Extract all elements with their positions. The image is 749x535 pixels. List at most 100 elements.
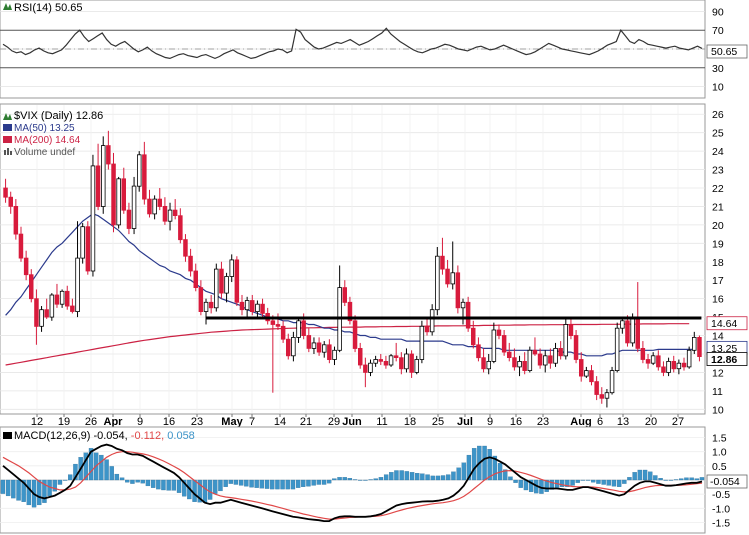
macd-histogram-bar — [0, 479, 6, 494]
candle-body-down — [301, 320, 306, 336]
macd-histogram-bar — [425, 474, 430, 481]
candle-body-down — [28, 274, 34, 300]
candle-body-up — [291, 336, 296, 357]
candle — [517, 355, 522, 377]
candle-body-down — [54, 294, 60, 305]
candle — [126, 202, 132, 235]
candle-body-down — [13, 205, 19, 235]
x-tick-label: 18 — [404, 416, 416, 428]
candle — [157, 187, 162, 211]
macd-badge-box — [706, 474, 748, 489]
candle — [311, 337, 317, 354]
candle — [249, 294, 255, 316]
candle-body-up — [59, 290, 65, 305]
macd-last-badge: -0.054 — [706, 474, 748, 489]
candle — [59, 289, 65, 308]
candle-body-up — [460, 301, 466, 309]
macd-histogram-bar — [394, 470, 399, 481]
x-tick-label: May — [221, 416, 243, 428]
candle — [656, 350, 661, 371]
price-y-ticks: 2625242322212019181716151413121110 — [712, 109, 724, 416]
candle-body-down — [383, 360, 389, 366]
candle-body-down — [34, 298, 39, 327]
x-tick-label: 23 — [537, 416, 549, 428]
candle-body-down — [465, 301, 471, 329]
macd-histogram-bar — [21, 479, 26, 502]
macd-histogram-bar — [104, 459, 109, 481]
candle — [650, 352, 656, 366]
candle — [65, 285, 70, 310]
macd-histogram-bar — [306, 479, 311, 487]
macd-histogram-bar — [373, 478, 378, 481]
candle-body-down — [399, 357, 404, 370]
candle-body-down — [260, 303, 265, 314]
candle — [681, 357, 687, 371]
candle — [49, 293, 55, 321]
candle-body-down — [198, 287, 204, 313]
candle-body-up — [429, 309, 435, 333]
candle-body-up — [321, 344, 327, 353]
candle-body-down — [393, 355, 399, 358]
candle-body-up — [614, 327, 620, 372]
macd-histogram-bar — [52, 479, 57, 492]
macd-histogram-bar — [42, 479, 47, 503]
macd-histogram-bar — [503, 469, 508, 481]
macd-histogram-bar — [311, 479, 316, 486]
price-y-tick-label: 19 — [712, 238, 724, 250]
x-tick-label: 16 — [510, 416, 522, 428]
macd-y-tick-label: -1.0 — [712, 503, 730, 515]
candle-body-up — [203, 301, 209, 312]
candle — [183, 234, 188, 262]
candle — [620, 317, 625, 334]
x-tick-label: 27 — [672, 416, 684, 428]
candle — [178, 208, 183, 244]
candle-body-down — [589, 370, 594, 383]
ma200-line — [5, 323, 690, 366]
candle-body-down — [548, 355, 553, 364]
candle — [527, 346, 533, 373]
x-axis: 12 19 26 Apr 9 16 23 May 7 14 21 29 Jun 11 18 25 Jul 9 16 2… — [31, 414, 684, 428]
candle-body-down — [208, 301, 214, 309]
price-panel: 2625242322212019181716151413121110 $VIX … — [0, 103, 748, 416]
candle-body-up — [630, 318, 635, 344]
candle-body-down — [142, 154, 147, 200]
candle-body-up — [609, 370, 615, 394]
candle — [522, 352, 527, 375]
candle-body-up — [101, 145, 106, 207]
rsi-y-tick-label: 10 — [712, 82, 724, 94]
candle-body-up — [563, 324, 569, 357]
candle-body-down — [537, 353, 543, 366]
candle — [208, 294, 214, 314]
price-title-text: $VIX (Daily) 12.86 — [14, 110, 103, 122]
candle — [327, 339, 332, 364]
price-badge-box — [706, 352, 748, 366]
x-tick-label: 19 — [58, 416, 70, 428]
candle-body-down — [573, 335, 579, 360]
candle — [470, 320, 476, 349]
candle — [404, 348, 409, 373]
candle-body-down — [327, 344, 332, 360]
macd-histogram-bar — [518, 479, 523, 488]
candle-body-down — [476, 344, 481, 359]
macd-histogram-bar — [461, 462, 467, 481]
candle — [548, 348, 553, 369]
price-badge-box — [706, 316, 748, 331]
x-tick-label: 14 — [274, 416, 286, 428]
macd-histogram-bar — [11, 479, 16, 499]
candle — [321, 341, 327, 358]
macd-histogram-bar — [125, 479, 130, 483]
macd-histogram-bar — [150, 479, 156, 488]
candle — [692, 331, 697, 354]
candle-body-down — [219, 268, 224, 294]
macd-histogram-bar — [482, 445, 487, 481]
macd-histogram-bar — [492, 455, 498, 481]
price-y-tick-label: 20 — [712, 220, 724, 232]
candle — [44, 298, 49, 319]
macd-histogram-bar — [699, 477, 705, 481]
macd-histogram-bar — [5, 479, 11, 497]
candle-body-down — [70, 305, 75, 312]
candle — [275, 313, 281, 331]
macd-histogram-bar — [368, 479, 373, 481]
candle-body-up — [650, 355, 656, 364]
x-tick-label: 21 — [300, 416, 312, 428]
